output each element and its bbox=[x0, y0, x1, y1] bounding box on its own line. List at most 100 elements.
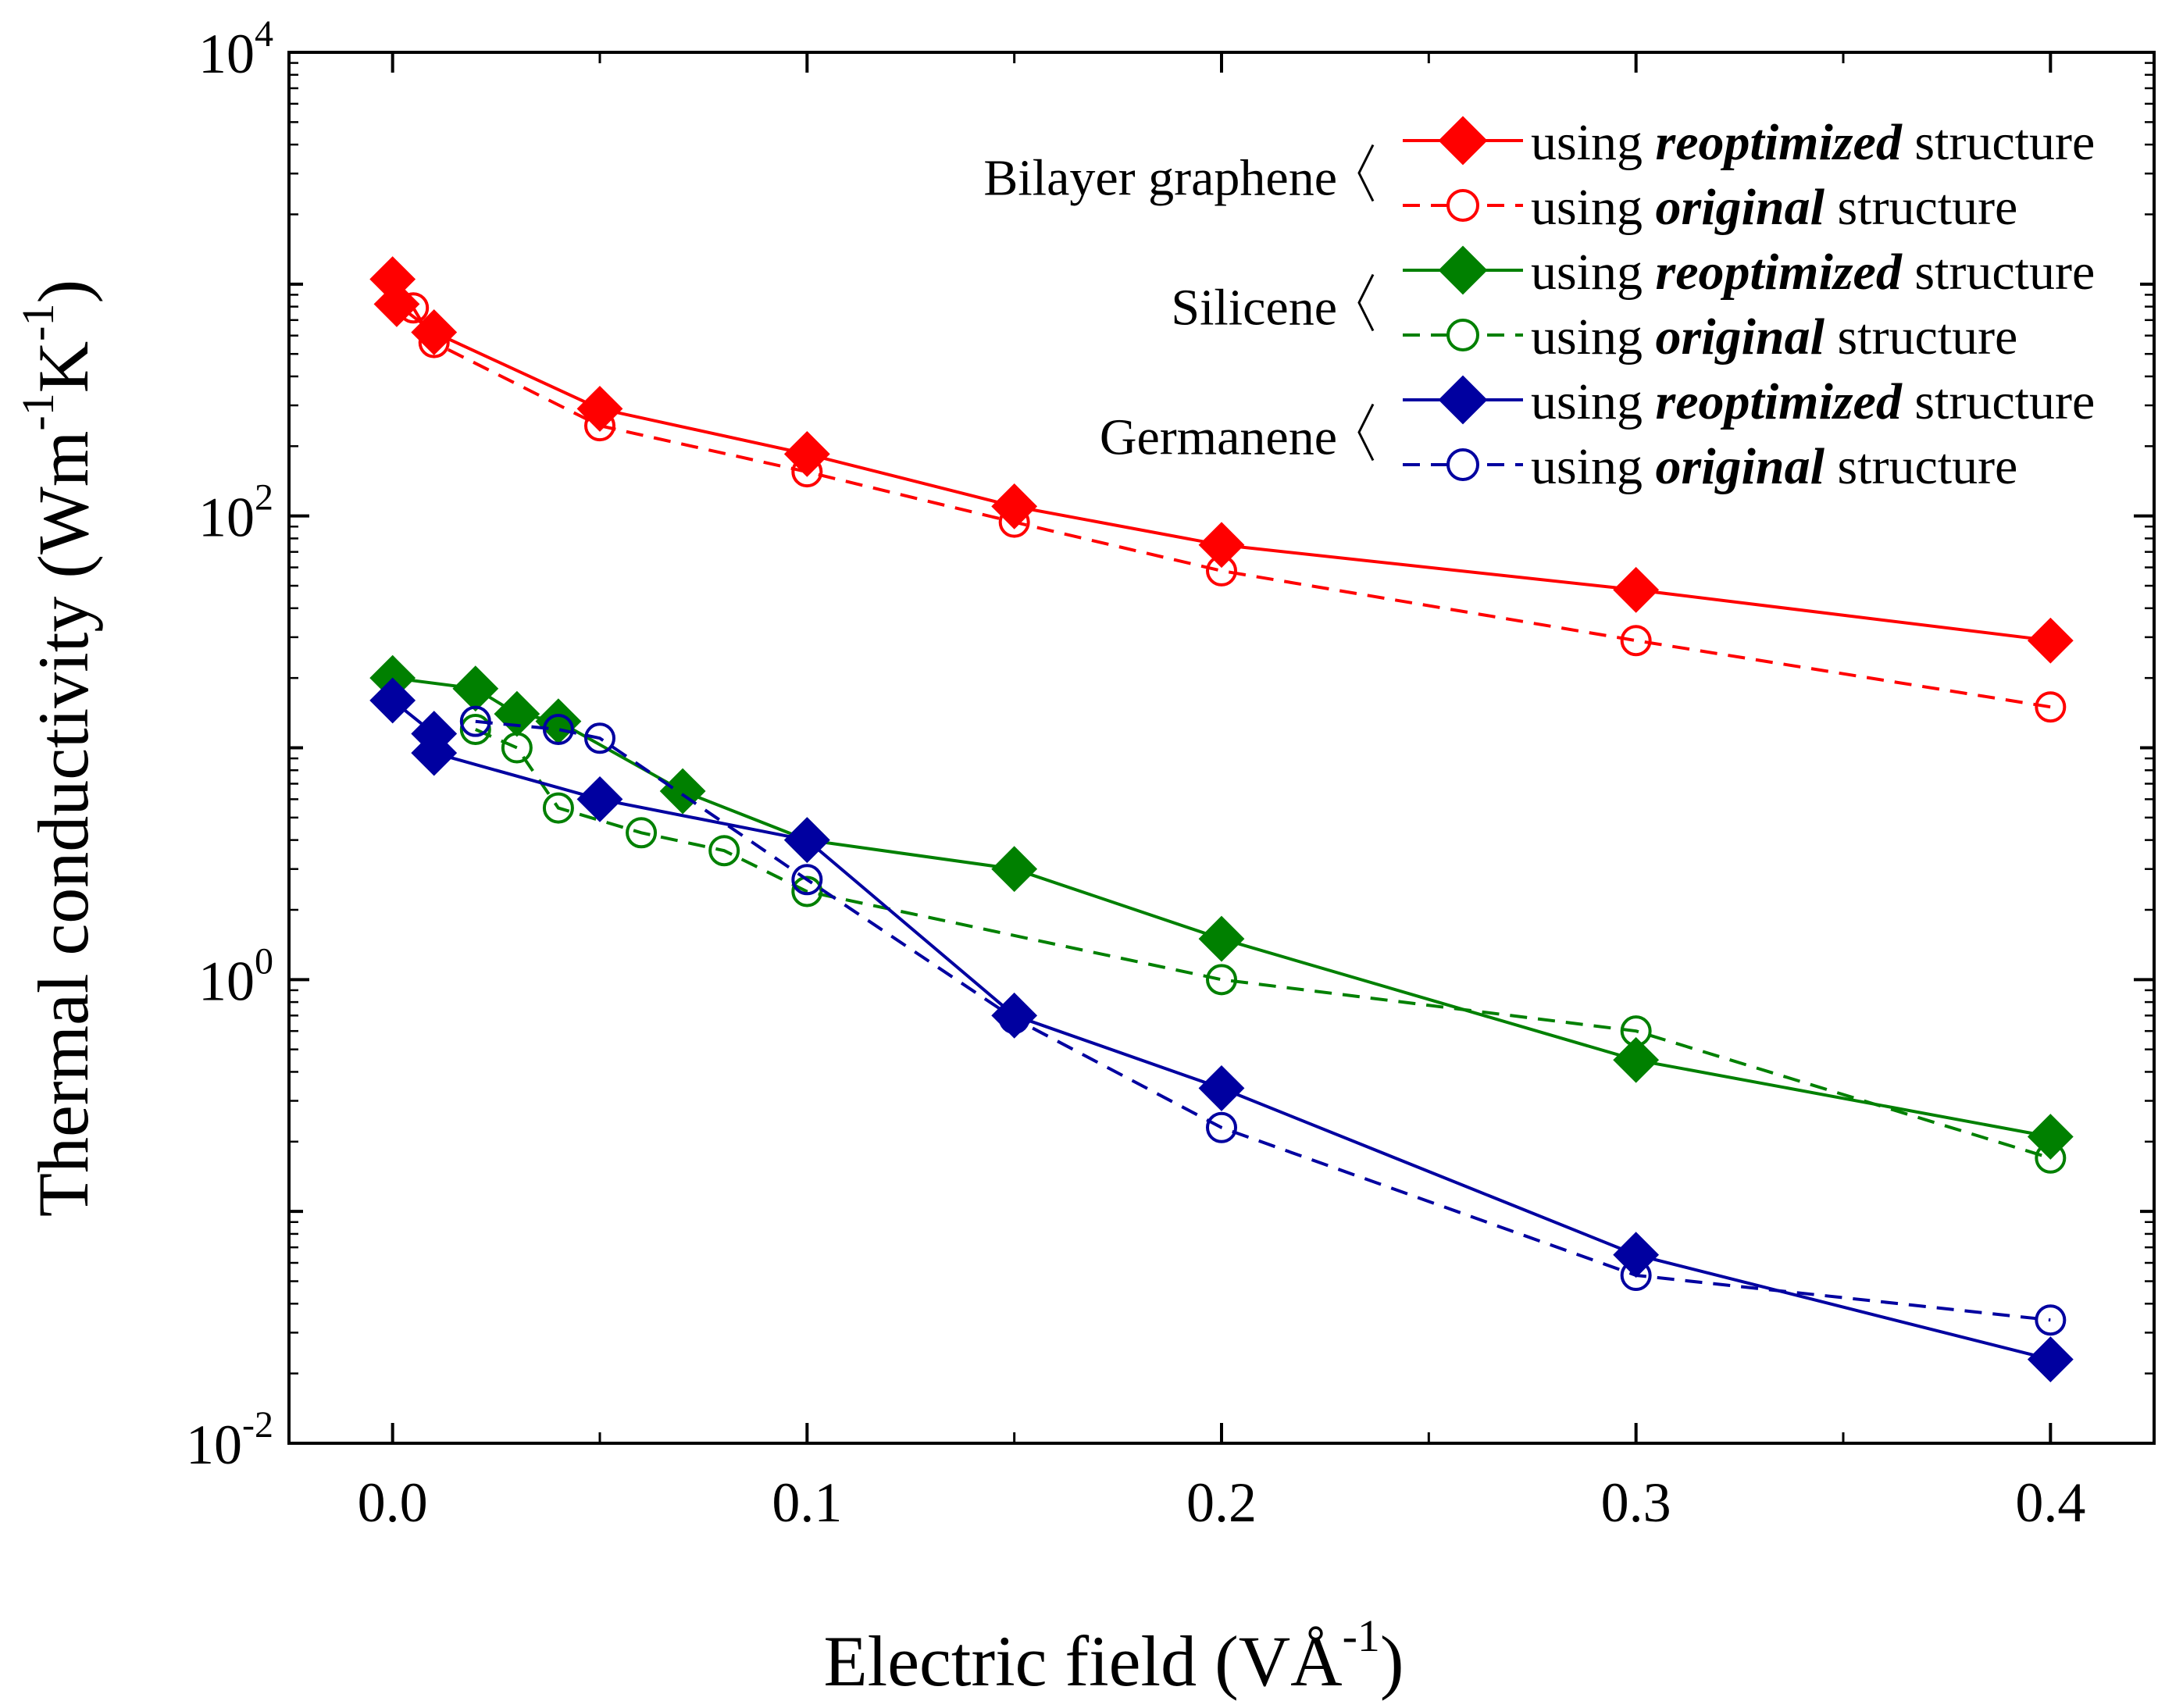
legend-entry-prefix: using bbox=[1531, 179, 1656, 236]
legend-entry-prefix: using bbox=[1531, 308, 1656, 365]
legend-group-label: Germanene bbox=[1100, 409, 1337, 466]
x-tick-label: 0.4 bbox=[2015, 1471, 2085, 1534]
legend-marker-circle bbox=[1446, 448, 1479, 481]
data-point-silicene-original bbox=[542, 792, 574, 824]
legend-entry-emph: original bbox=[1656, 308, 1825, 365]
data-point-germanene-reoptimized bbox=[2027, 1336, 2074, 1383]
data-point-germanene-reoptimized bbox=[576, 776, 623, 822]
data-point-bilayer-graphene-original bbox=[998, 506, 1030, 538]
x-tick-label: 0.2 bbox=[1186, 1471, 1257, 1534]
legend: Bilayer graphene using reoptimized struct… bbox=[983, 114, 2095, 495]
legend-entry-label: using original structure bbox=[1531, 179, 2017, 236]
series-layer bbox=[369, 256, 2074, 1383]
data-point-silicene-original bbox=[1620, 1015, 1652, 1047]
series-silicene-original bbox=[459, 713, 2067, 1174]
y-tick-label-exp: -2 bbox=[242, 1404, 273, 1446]
legend-entry-prefix: using bbox=[1531, 244, 1656, 301]
legend-entry-label: using original structure bbox=[1531, 308, 2017, 365]
legend-entry-emph: original bbox=[1656, 179, 1825, 236]
y-axis-label-end: ) bbox=[23, 280, 103, 304]
data-point-germanene-original bbox=[1206, 1111, 1237, 1143]
data-point-germanene-original bbox=[998, 1003, 1030, 1035]
data-point-bilayer-graphene-reoptimized bbox=[2027, 617, 2074, 664]
data-point-silicene-original bbox=[1206, 964, 1237, 996]
legend-entry-suffix: structure bbox=[1824, 308, 2017, 365]
data-point-bilayer-graphene-reoptimized bbox=[1613, 566, 1660, 613]
series-line-bilayer-graphene-original bbox=[412, 307, 2051, 709]
data-point-silicene-original bbox=[2035, 1142, 2067, 1174]
y-tick-label-base: 10 bbox=[198, 950, 255, 1012]
series-line-silicene-reoptimized bbox=[392, 676, 2051, 1139]
legend-entry-label: using reoptimized structure bbox=[1531, 244, 2095, 301]
data-point-bilayer-graphene-original bbox=[398, 292, 430, 324]
y-tick-label-exp: 4 bbox=[255, 13, 273, 55]
legend-group-label: Silicene bbox=[1171, 280, 1337, 337]
data-point-germanene-reoptimized bbox=[783, 817, 830, 864]
data-point-bilayer-graphene-reoptimized bbox=[373, 281, 420, 327]
legend-entry-suffix: structure bbox=[1902, 114, 2095, 171]
y-tick-label-base: 10 bbox=[186, 1414, 242, 1476]
x-axis-label-sup: -1 bbox=[1343, 1610, 1380, 1661]
y-tick-label-exp: 2 bbox=[255, 477, 273, 519]
legend-entry-prefix: using bbox=[1531, 438, 1656, 495]
x-tick-label: 0.3 bbox=[1601, 1471, 1671, 1534]
y-tick-label: 102 bbox=[198, 477, 273, 549]
y-tick-label: 104 bbox=[198, 13, 273, 85]
legend-entry-label: using reoptimized structure bbox=[1531, 373, 2095, 430]
y-tick-label-base: 10 bbox=[198, 487, 255, 549]
legend-marker-diamond bbox=[1438, 375, 1488, 425]
legend-entry-emph: reoptimized bbox=[1656, 244, 1903, 301]
legend-entry-suffix: structure bbox=[1902, 373, 2095, 430]
legend-marker-circle bbox=[1446, 319, 1479, 351]
data-point-silicene-reoptimized bbox=[991, 846, 1038, 893]
legend-entry-suffix: structure bbox=[1824, 179, 2017, 236]
y-tick-label-base: 10 bbox=[198, 23, 255, 85]
data-point-bilayer-graphene-reoptimized bbox=[1198, 522, 1245, 569]
data-point-bilayer-graphene-original bbox=[1206, 554, 1237, 587]
data-point-germanene-original bbox=[584, 722, 615, 754]
data-point-germanene-original bbox=[542, 713, 574, 745]
series-bilayer-graphene-original bbox=[398, 292, 2067, 723]
data-point-bilayer-graphene-original bbox=[584, 410, 615, 442]
data-point-bilayer-graphene-original bbox=[2035, 691, 2067, 723]
data-point-bilayer-graphene-original bbox=[1620, 625, 1652, 657]
data-point-germanene-reoptimized bbox=[411, 729, 458, 776]
legend-entry-suffix: structure bbox=[1824, 438, 2017, 495]
data-point-silicene-original bbox=[708, 835, 740, 867]
y-axis-label-main: Thermal conductivity (Wm bbox=[23, 431, 103, 1218]
data-point-silicene-original bbox=[459, 713, 491, 745]
x-tick-label: 0.0 bbox=[358, 1471, 428, 1534]
data-point-silicene-reoptimized bbox=[1613, 1036, 1660, 1083]
y-tick-label-exp: 0 bbox=[255, 940, 273, 982]
legend-entry-emph: reoptimized bbox=[1656, 114, 1903, 171]
legend-entry-label: using original structure bbox=[1531, 438, 2017, 495]
legend-marker-diamond bbox=[1438, 116, 1488, 166]
x-axis-label-main: Electric field (VÅ bbox=[823, 1621, 1342, 1701]
series-line-silicene-original bbox=[474, 728, 2051, 1160]
x-axis-label-end: ) bbox=[1380, 1621, 1404, 1701]
x-axis-label: Electric field (VÅ-1) bbox=[823, 1610, 1404, 1701]
y-axis-label-sup1: -1 bbox=[12, 393, 63, 430]
y-axis-label-mid: K bbox=[23, 341, 103, 393]
data-point-germanene-reoptimized bbox=[1198, 1064, 1245, 1111]
legend-bracket bbox=[1357, 273, 1375, 332]
legend-bracket bbox=[1357, 144, 1375, 202]
data-point-germanene-original bbox=[2035, 1304, 2067, 1336]
data-point-bilayer-graphene-original bbox=[791, 456, 823, 488]
legend-entry-label: using reoptimized structure bbox=[1531, 114, 2095, 171]
data-point-germanene-original bbox=[459, 705, 491, 737]
y-axis-label-sup2: -1 bbox=[12, 303, 63, 341]
series-silicene-reoptimized bbox=[369, 654, 2074, 1160]
legend-entry-emph: original bbox=[1656, 438, 1825, 495]
legend-entry-suffix: structure bbox=[1902, 244, 2095, 301]
legend-marker-diamond bbox=[1438, 245, 1488, 295]
y-axis-label: Thermal conductivity (Wm-1K-1) bbox=[12, 280, 103, 1217]
x-tick-label: 0.1 bbox=[772, 1471, 842, 1534]
data-point-silicene-original bbox=[501, 732, 533, 764]
data-point-silicene-original bbox=[626, 817, 658, 849]
legend-bracket bbox=[1357, 403, 1375, 462]
legend-group-label: Bilayer graphene bbox=[983, 150, 1337, 207]
data-point-germanene-original bbox=[791, 864, 823, 896]
